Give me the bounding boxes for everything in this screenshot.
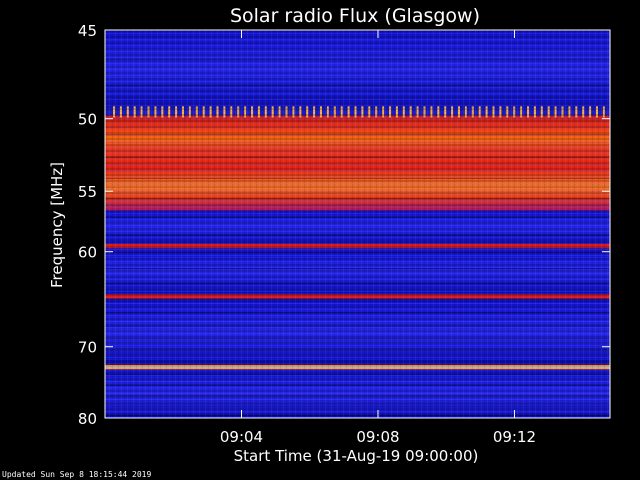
y-tick-label: 60 <box>78 244 97 262</box>
plot-area <box>104 29 611 419</box>
y-tick-label: 55 <box>78 183 97 201</box>
y-axis-label: Frequency [MHz] <box>48 162 66 288</box>
x-tick-label: 09:08 <box>356 428 399 446</box>
x-tick-label: 09:12 <box>493 428 536 446</box>
plot-frame <box>104 29 611 419</box>
y-tick-label: 80 <box>78 410 97 428</box>
y-tick-label: 70 <box>78 339 97 357</box>
y-axis: 45 50 55 60 70 80 <box>78 22 610 428</box>
chart-title: Solar radio Flux (Glasgow) <box>230 5 480 27</box>
x-tick-label: 09:04 <box>220 428 263 446</box>
x-axis: 09:04 09:08 09:12 <box>220 30 536 446</box>
updated-timestamp: Updated Sun Sep 8 18:15:44 2019 <box>2 470 152 479</box>
y-tick-label: 50 <box>78 111 97 129</box>
y-tick-label: 45 <box>78 22 97 40</box>
x-axis-label: Start Time (31-Aug-19 09:00:00) <box>234 447 479 465</box>
